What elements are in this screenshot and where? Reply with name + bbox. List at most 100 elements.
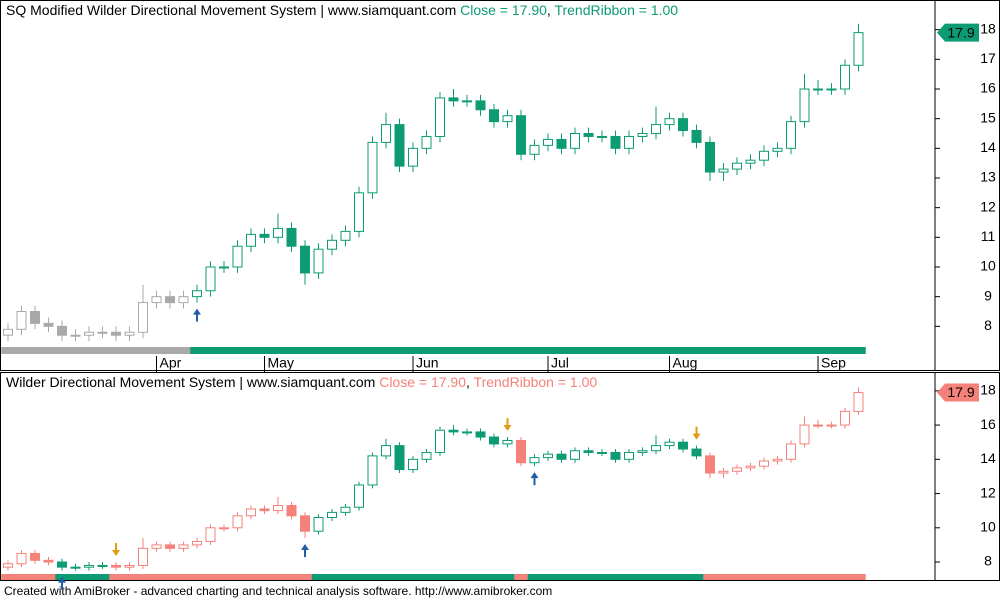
trend-ribbon (824, 574, 839, 580)
trend-ribbon (406, 347, 421, 354)
trend-ribbon (716, 347, 731, 354)
candle-body (381, 445, 391, 457)
trend-ribbon (55, 347, 70, 354)
trend-ribbon (514, 574, 529, 580)
trend-ribbon (581, 574, 596, 580)
arrow-head (503, 425, 512, 432)
trend-ribbon (244, 574, 259, 580)
signal-arrow (692, 426, 701, 440)
trend-ribbon (608, 347, 623, 354)
candle-body (813, 88, 823, 91)
candle-body (43, 559, 54, 563)
candle-body (840, 410, 850, 426)
trend-ribbon (352, 574, 367, 580)
candle-body (124, 564, 135, 568)
candle-body (340, 230, 351, 241)
candle-body (475, 431, 486, 438)
candle-body (165, 544, 175, 549)
candle-body (111, 564, 121, 568)
candle-body (543, 138, 553, 146)
trend-ribbon (379, 347, 394, 354)
candle-body (43, 322, 54, 327)
candle-body (16, 311, 27, 330)
candle-body (124, 331, 135, 336)
candle-body (462, 100, 472, 103)
trend-ribbon (271, 347, 286, 354)
trend-ribbon (460, 574, 475, 580)
trend-ribbon (28, 347, 43, 354)
candle-body (3, 563, 13, 568)
candle-body (340, 506, 351, 513)
trend-ribbon (703, 574, 718, 580)
trend-ribbon (257, 347, 272, 354)
candle-body (732, 162, 742, 170)
trend-ribbon (851, 574, 866, 580)
trend-ribbon (230, 347, 245, 354)
trend-ribbon (676, 574, 691, 580)
trend-ribbon (82, 574, 97, 580)
candle-body (138, 547, 148, 566)
x-tick-label: Apr (160, 355, 182, 371)
y-tick-label: 8 (984, 553, 992, 569)
trend-ribbon (244, 347, 259, 354)
candle-body (151, 296, 162, 304)
trend-ribbon (635, 347, 650, 354)
candle-body (583, 450, 594, 453)
trend-ribbon (284, 574, 299, 580)
y-tick-label: 18 (980, 382, 996, 398)
trend-ribbon (365, 347, 380, 354)
candle-body (165, 296, 175, 304)
y-tick-label: 11 (981, 228, 996, 244)
trend-ribbon (662, 574, 677, 580)
arrow-head (692, 433, 701, 440)
trend-ribbon (716, 574, 731, 580)
candle-body (489, 109, 499, 123)
candle-body (367, 141, 378, 194)
y-tick-label: 10 (980, 518, 996, 534)
y-tick-label: 15 (980, 109, 996, 125)
trend-ribbon (568, 347, 583, 354)
y-tick-label: 18 (980, 20, 996, 36)
trend-ribbon (487, 574, 502, 580)
trend-ribbon (95, 574, 110, 580)
trend-ribbon (392, 574, 407, 580)
trend-ribbon (527, 574, 542, 580)
candle-body (111, 331, 121, 336)
trend-ribbon (784, 574, 799, 580)
trend-ribbon (608, 574, 623, 580)
candle-body (610, 451, 621, 460)
candle-body (435, 97, 445, 137)
trend-ribbon (500, 347, 515, 354)
y-tick-label: 12 (980, 198, 996, 214)
candle-body (543, 453, 553, 459)
candle-body (556, 453, 567, 460)
trend-ribbon (28, 574, 43, 580)
candle-body (597, 135, 607, 138)
trend-ribbon (149, 574, 164, 580)
trend-ribbon (743, 347, 758, 354)
candle-body (205, 527, 216, 542)
candle-body (205, 266, 216, 292)
candle-body (30, 311, 40, 324)
candle-body (637, 133, 648, 137)
candle-body (678, 441, 688, 450)
candle-body (678, 118, 688, 132)
candle-body (421, 135, 432, 149)
last-value-tag (937, 383, 979, 402)
trend-ribbon (797, 574, 812, 580)
trend-ribbon (365, 574, 380, 580)
trend-ribbon (109, 574, 124, 580)
candle-body (799, 424, 810, 445)
candle-body (286, 505, 297, 517)
candle-body (273, 227, 283, 238)
trend-ribbon (176, 574, 191, 580)
signal-arrow (301, 544, 309, 558)
arrow-head (193, 308, 201, 315)
candle-body (408, 147, 418, 167)
trend-ribbon (41, 347, 56, 354)
trend-ribbon (433, 347, 448, 354)
candle-body (570, 133, 580, 149)
trend-ribbon (446, 347, 461, 354)
candle-body (97, 564, 108, 567)
